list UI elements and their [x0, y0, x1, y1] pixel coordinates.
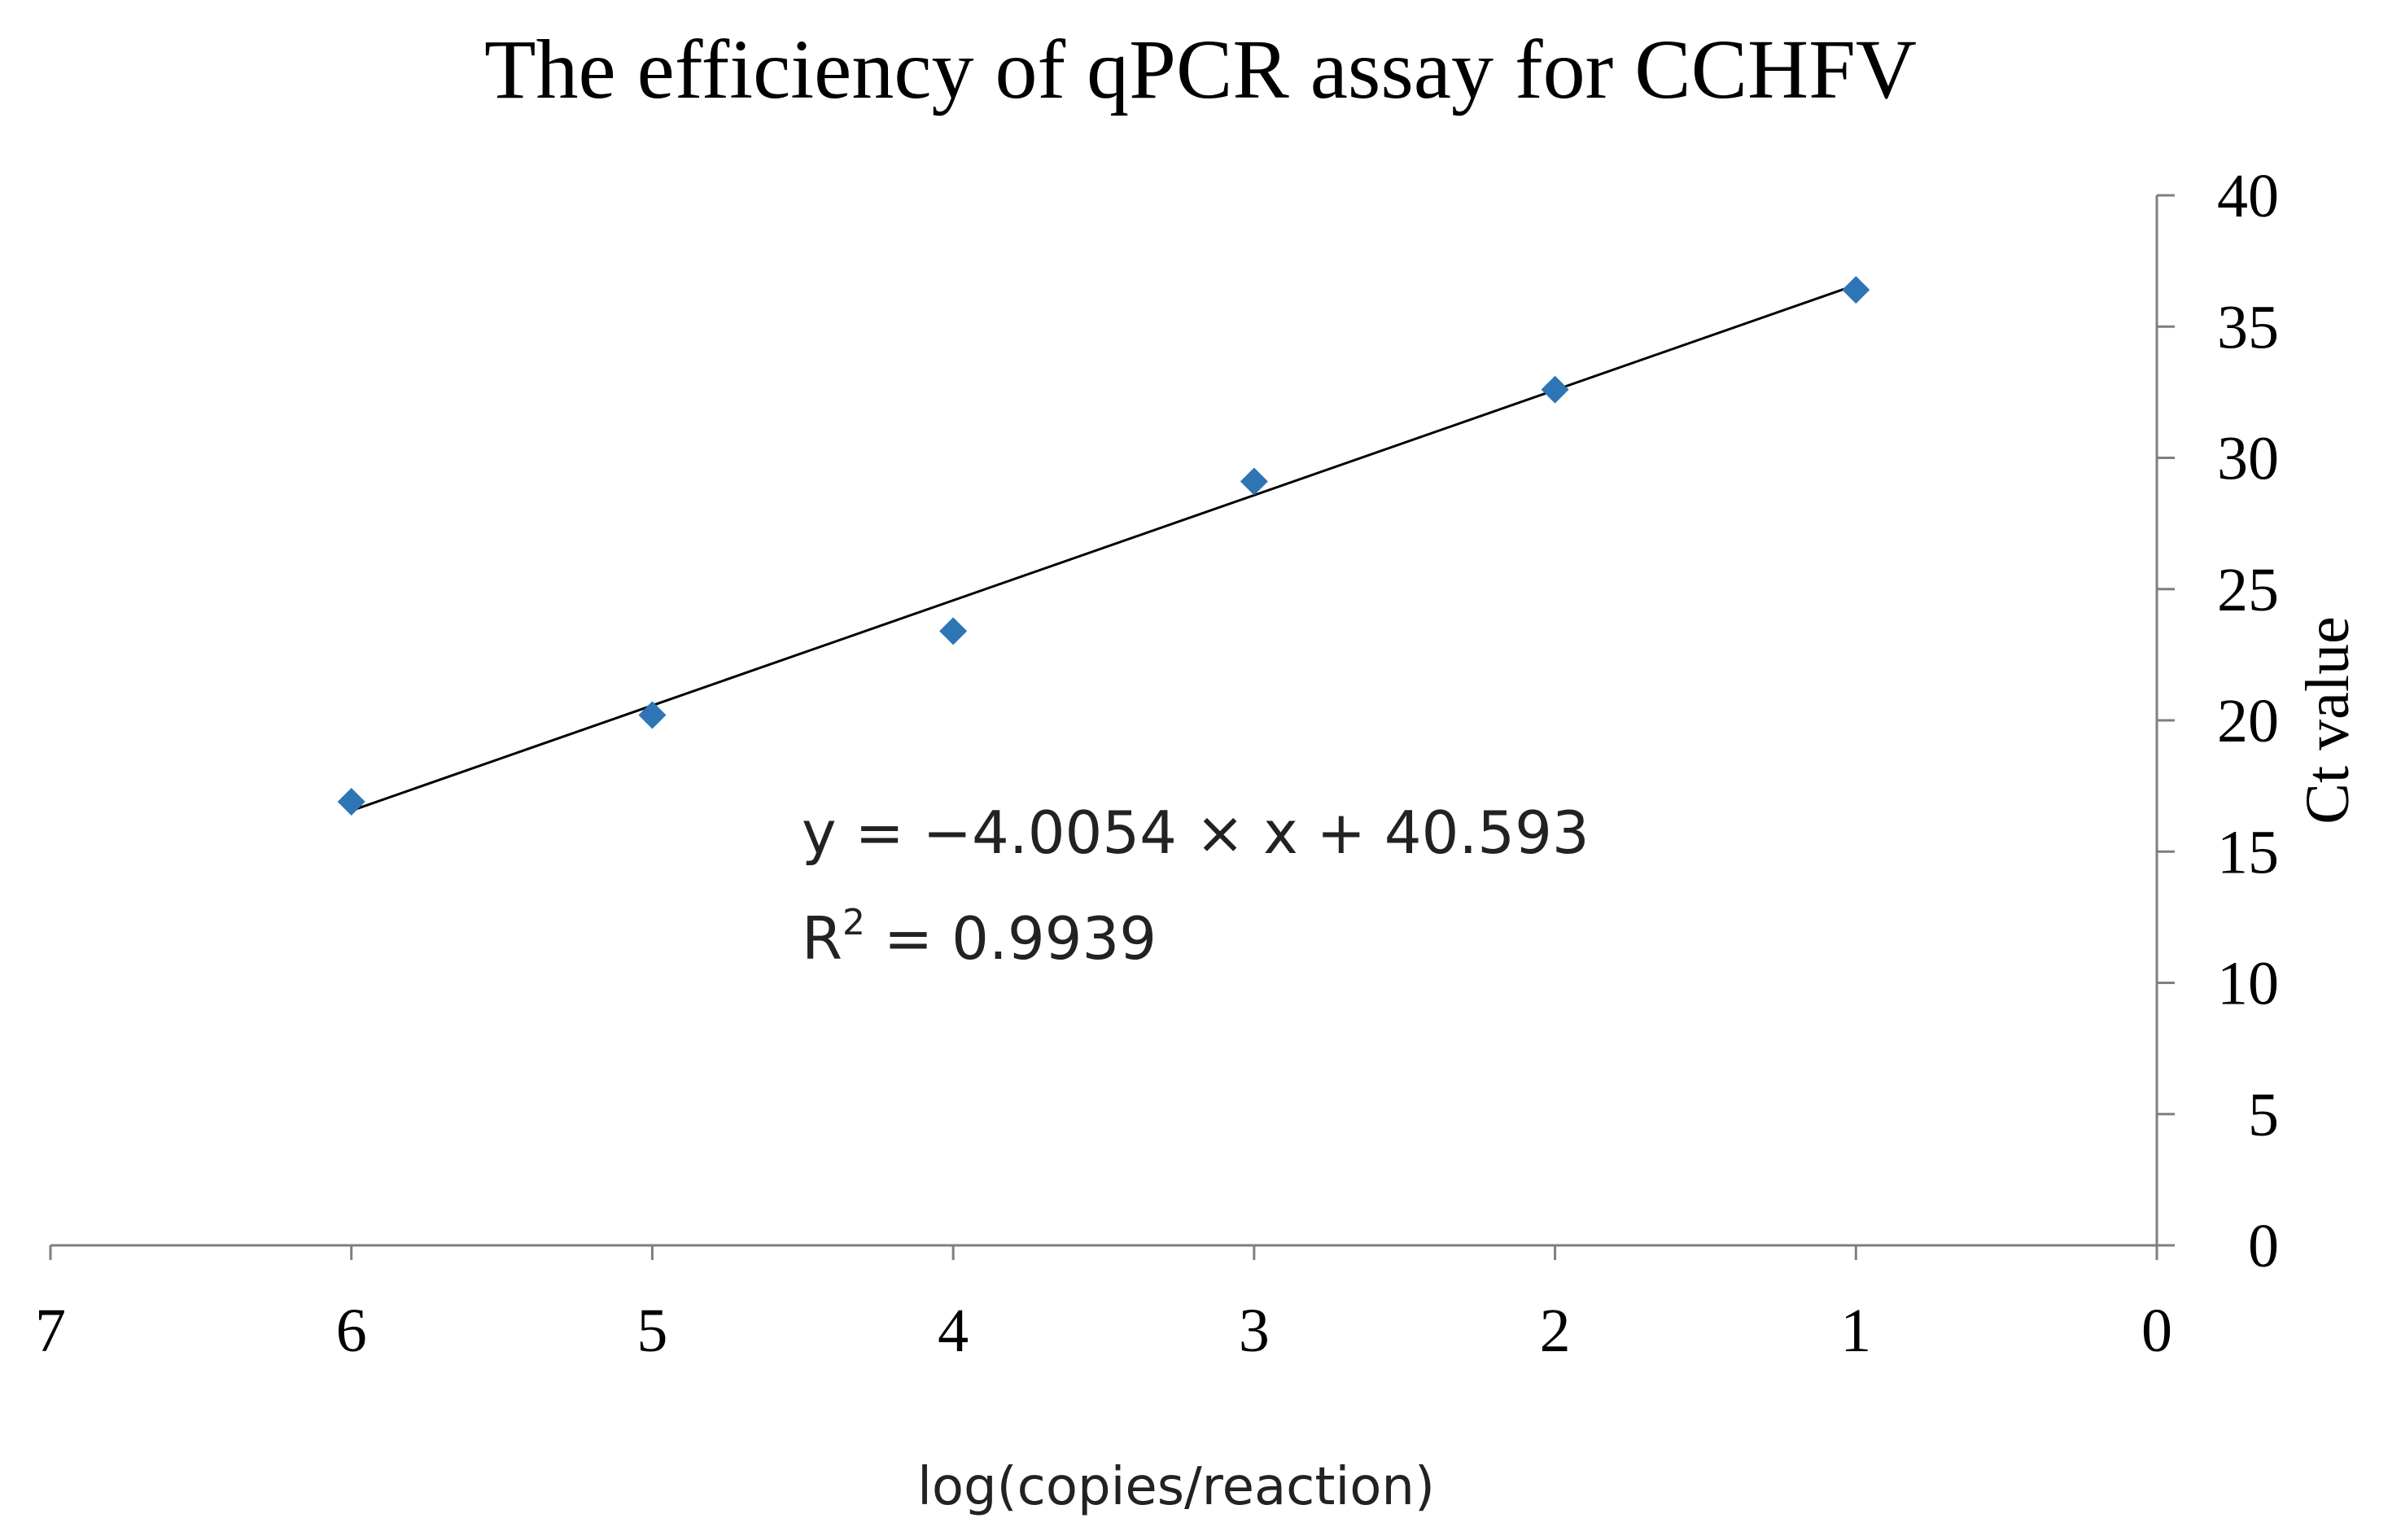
x-tick-label: 2: [1540, 1297, 1571, 1365]
y-tick-label: 10: [2217, 950, 2279, 1018]
r-squared-value: = 0.9939: [865, 904, 1157, 973]
data-point: [1842, 276, 1870, 304]
data-point: [1541, 375, 1569, 404]
y-axis-label: Ct value: [2294, 616, 2362, 824]
data-point: [939, 617, 968, 645]
x-tick-label: 5: [636, 1297, 667, 1365]
r-squared-label: R2 = 0.9939: [802, 902, 1157, 973]
x-tick-label: 1: [1840, 1297, 1871, 1365]
x-tick-label: 7: [35, 1297, 66, 1365]
data-points: [337, 276, 1870, 816]
y-tick-label: 30: [2217, 425, 2279, 493]
y-ticks: 0 5 10 15 20 25 30 35 40: [2157, 162, 2279, 1280]
equation-label: y = −4.0054 × x + 40.593: [802, 798, 1590, 867]
x-ticks: 7 6 5 4 3 2 1 0: [35, 1245, 2172, 1365]
data-point: [638, 701, 667, 729]
x-tick-label: 3: [1239, 1297, 1270, 1365]
y-tick-label: 15: [2217, 818, 2279, 886]
y-tick-label: 5: [2248, 1081, 2279, 1149]
r-squared-exponent: 2: [842, 902, 865, 943]
y-tick-label: 0: [2248, 1212, 2279, 1280]
x-tick-label: 4: [938, 1297, 969, 1365]
trendline: [351, 283, 1857, 812]
chart-title: The efficiency of qPCR assay for CCHFV: [484, 23, 1917, 116]
x-axis-label: log(copies/reaction): [917, 1457, 1435, 1517]
axes: [50, 195, 2158, 1247]
y-tick-label: 40: [2217, 162, 2279, 230]
y-tick-label: 25: [2217, 556, 2279, 624]
x-tick-label: 6: [336, 1297, 367, 1365]
data-point: [337, 787, 365, 816]
data-point: [1240, 467, 1268, 496]
x-tick-label: 0: [2141, 1297, 2172, 1365]
y-tick-label: 20: [2217, 687, 2279, 755]
y-tick-label: 35: [2217, 293, 2279, 361]
r-squared-symbol: R: [802, 904, 842, 973]
